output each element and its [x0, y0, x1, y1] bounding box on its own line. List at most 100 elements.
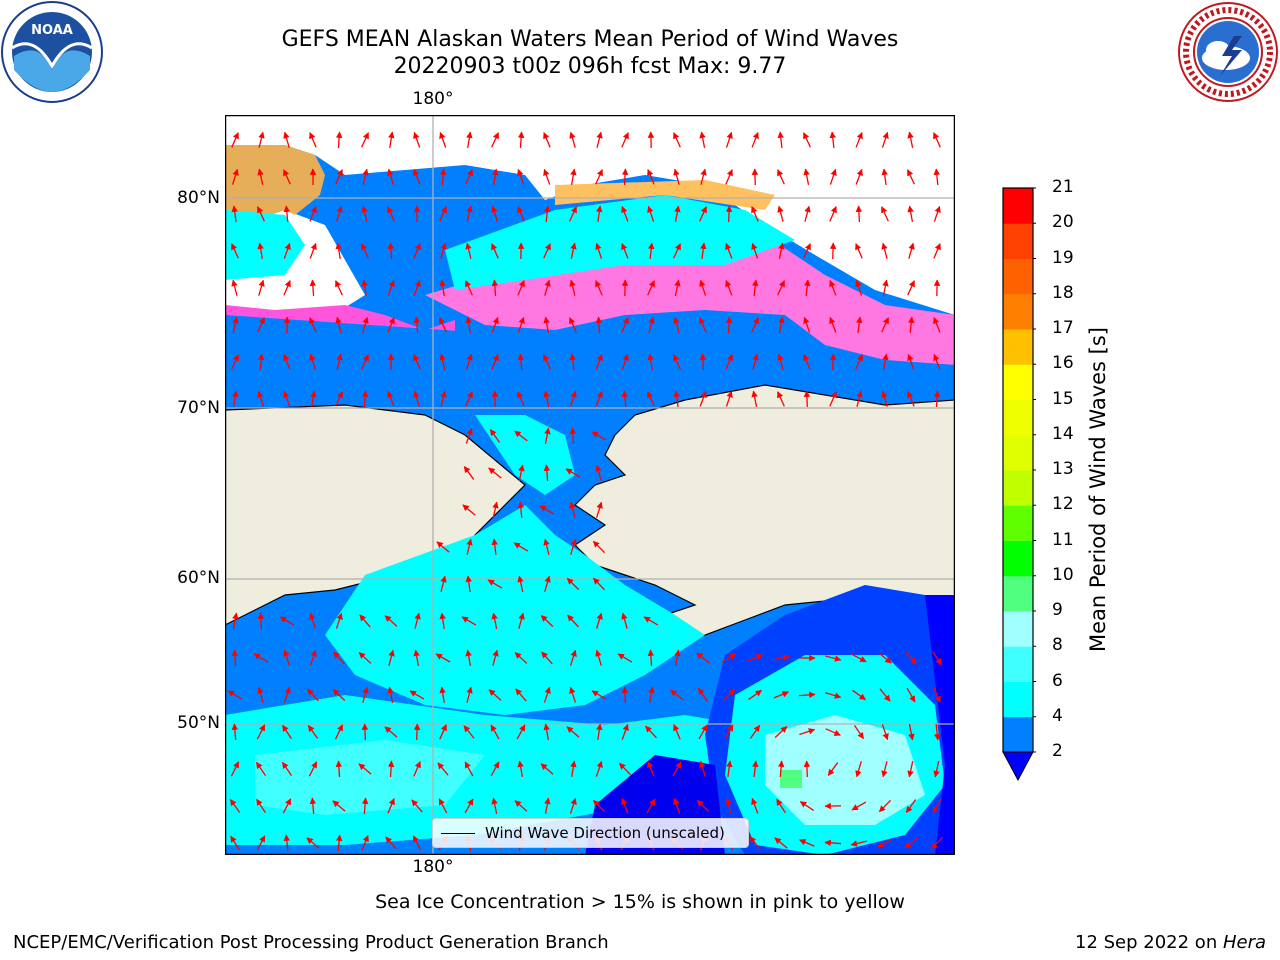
- wave-direction-arrow: [279, 616, 295, 626]
- wave-direction-arrow: [852, 689, 867, 701]
- wave-direction-arrow: [462, 504, 476, 516]
- wave-direction-arrow: [490, 724, 500, 740]
- ice-note: Sea Ice Concentration > 15% is shown in …: [375, 891, 905, 913]
- wave-direction-arrow: [361, 797, 369, 815]
- wave-direction-arrow: [333, 651, 345, 665]
- wave-direction-arrow: [465, 316, 472, 334]
- wave-direction-arrow: [466, 353, 473, 370]
- colorbar-tick-label: 4: [1052, 705, 1063, 726]
- wave-direction-arrow: [569, 797, 577, 814]
- wave-direction-arrow: [362, 316, 369, 333]
- wave-direction-arrow: [881, 761, 888, 778]
- wave-direction-arrow: [466, 131, 473, 148]
- wave-direction-arrow: [309, 205, 317, 222]
- wave-direction-arrow: [332, 800, 346, 812]
- wave-direction-arrow: [777, 205, 784, 222]
- colorbar-band: [1003, 646, 1033, 682]
- wave-direction-arrow: [855, 354, 863, 370]
- wave-direction-arrow: [907, 316, 915, 334]
- wave-direction-arrow: [515, 688, 527, 702]
- wave-direction-arrow: [881, 317, 889, 333]
- wave-direction-arrow: [596, 501, 603, 518]
- colorbar-under-triangle: [1002, 751, 1034, 782]
- wave-direction-arrow: [907, 280, 915, 296]
- wave-direction-arrow: [855, 131, 863, 148]
- wave-direction-arrow: [799, 728, 816, 736]
- wave-direction-arrow: [491, 612, 498, 629]
- wave-direction-arrow: [696, 652, 710, 664]
- wave-direction-arrow: [436, 541, 450, 553]
- wave-direction-arrow: [882, 353, 889, 370]
- wave-direction-arrow: [829, 168, 837, 185]
- wave-direction-arrow: [646, 798, 656, 814]
- wave-direction-arrow: [596, 205, 603, 223]
- wave-band-gulf-center: [765, 715, 925, 825]
- wave-direction-arrow: [907, 169, 915, 185]
- wave-direction-arrow: [466, 205, 473, 222]
- sea-ice-edge: [225, 145, 325, 230]
- wave-direction-arrow: [309, 132, 317, 148]
- wave-direction-arrow: [777, 280, 785, 296]
- wave-direction-arrow: [799, 801, 815, 811]
- wave-direction-arrow: [699, 131, 706, 148]
- wave-direction-arrow: [934, 723, 941, 741]
- wave-direction-arrow: [387, 686, 394, 703]
- wave-direction-arrow: [387, 206, 395, 222]
- wave-direction-arrow: [570, 538, 577, 555]
- wave-direction-arrow: [774, 837, 788, 849]
- wave-direction-arrow: [777, 760, 785, 778]
- wave-direction-arrow: [725, 354, 733, 370]
- wave-direction-arrow: [257, 206, 265, 222]
- wave-direction-arrow: [439, 686, 446, 704]
- wave-direction-arrow: [439, 317, 447, 333]
- wave-direction-arrow: [411, 799, 423, 813]
- wave-direction-arrow: [435, 653, 451, 663]
- wave-direction-arrow: [617, 653, 633, 663]
- lat-label-70: 70°N: [177, 398, 220, 418]
- wave-direction-arrow: [543, 538, 550, 555]
- wave-direction-arrow: [361, 390, 369, 408]
- wave-direction-arrow: [908, 724, 915, 741]
- wave-direction-arrow: [907, 353, 915, 370]
- wave-band-cyan-nw: [225, 210, 305, 280]
- wave-direction-arrow: [725, 279, 733, 296]
- wave-direction-arrow: [414, 612, 421, 629]
- wave-direction-arrow: [647, 649, 655, 667]
- wave-direction-arrow: [829, 131, 836, 149]
- wave-direction-arrow: [721, 653, 737, 663]
- lat-label-80: 80°N: [177, 188, 220, 208]
- wave-direction-arrow: [595, 464, 602, 481]
- wave-direction-arrow: [543, 354, 551, 370]
- wave-direction-arrow: [803, 316, 811, 333]
- wave-direction-arrow: [878, 652, 892, 664]
- wave-direction-arrow: [491, 316, 499, 333]
- wave-direction-arrow: [621, 390, 629, 408]
- wave-direction-arrow: [725, 169, 733, 185]
- wave-direction-arrow: [907, 205, 914, 222]
- wave-direction-arrow: [595, 649, 602, 666]
- wave-direction-arrow: [232, 316, 239, 333]
- wave-direction-arrow: [307, 688, 319, 702]
- wave-direction-arrow: [877, 838, 893, 848]
- colorbar-band: [1003, 258, 1033, 295]
- wave-direction-arrow: [648, 316, 655, 333]
- wave-direction-arrow: [724, 724, 734, 740]
- wave-direction-arrow: [699, 353, 707, 371]
- wave-direction-arrow: [803, 243, 811, 259]
- wave-direction-arrow: [907, 761, 914, 778]
- colorbar-band: [1003, 540, 1033, 577]
- wave-direction-arrow: [804, 279, 811, 297]
- wave-direction-arrow: [752, 760, 759, 778]
- wave-direction-arrow: [855, 279, 863, 296]
- wave-direction-arrow: [645, 725, 657, 739]
- wave-direction-arrow: [517, 205, 525, 222]
- wave-direction-arrow: [905, 651, 917, 665]
- wave-direction-arrow: [829, 316, 837, 333]
- wave-direction-arrow: [855, 243, 863, 259]
- wave-direction-arrow: [566, 726, 580, 738]
- wave-direction-arrow: [465, 280, 473, 296]
- wave-direction-arrow: [464, 798, 474, 814]
- wave-direction-arrow: [413, 649, 420, 666]
- wave-direction-arrow: [544, 575, 551, 592]
- wave-direction-arrow: [439, 168, 447, 186]
